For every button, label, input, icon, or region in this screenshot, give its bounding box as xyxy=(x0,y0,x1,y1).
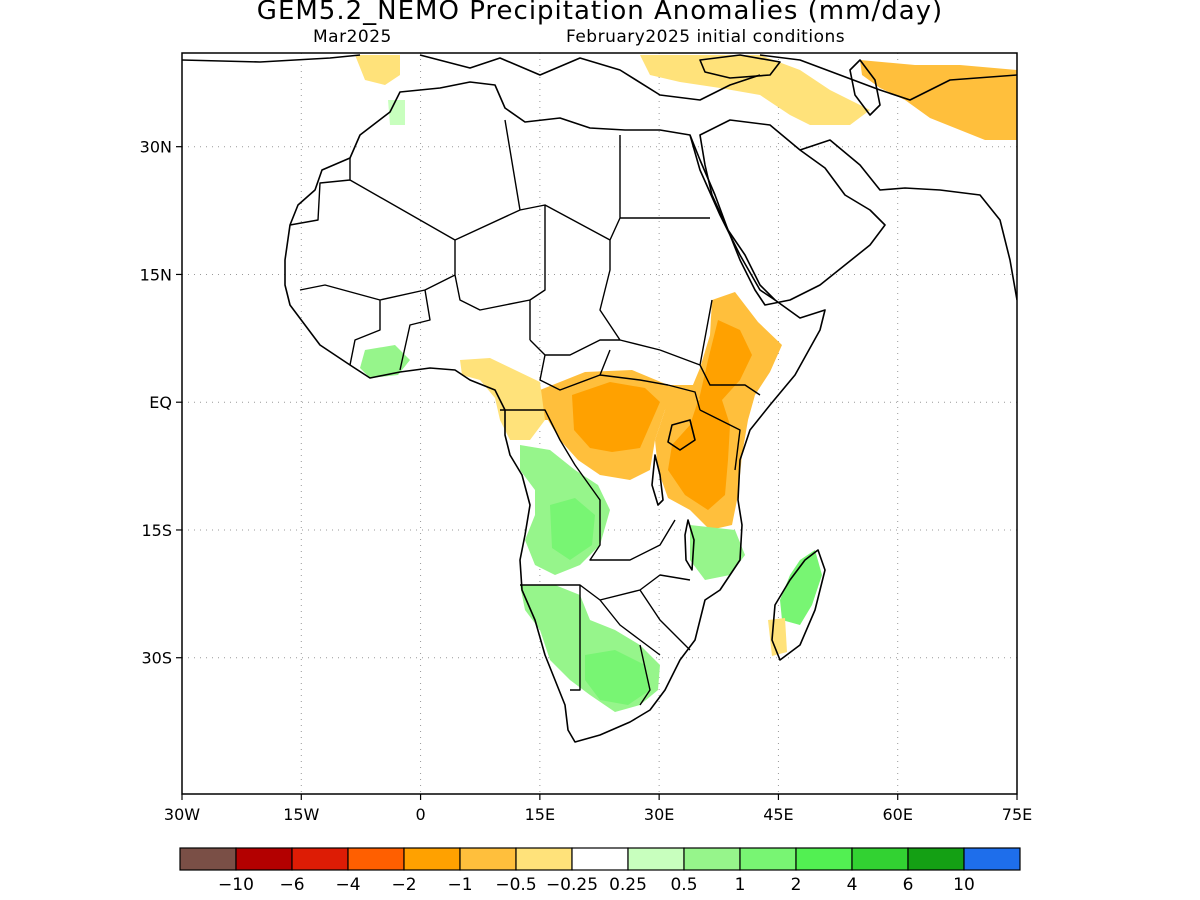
colorbar-label: −0.5 xyxy=(495,875,536,895)
y-axis: 30N 15N EQ 15S 30S xyxy=(140,138,182,668)
y-tick-label: 15N xyxy=(140,265,172,284)
persian-gulf-coast xyxy=(799,139,1017,301)
colorbar-swatch xyxy=(403,847,461,871)
madagascar-wet-region xyxy=(780,550,822,625)
y-tick-label: 30N xyxy=(140,138,172,157)
africa-coastline xyxy=(284,81,826,743)
x-tick-label: 75E xyxy=(1002,805,1032,824)
colorbar-swatch xyxy=(739,847,797,871)
angola-core-wet-region xyxy=(550,498,595,560)
colorbar-label: 6 xyxy=(903,875,914,895)
colorbar-swatch xyxy=(963,847,1021,871)
black-sea-coast xyxy=(699,54,781,79)
colorbar-label: 0.25 xyxy=(609,875,647,895)
country-borders xyxy=(289,119,761,706)
madagascar-coastline xyxy=(771,549,826,661)
y-tick-label: EQ xyxy=(149,393,172,412)
colorbar-swatch xyxy=(683,847,741,871)
x-tick-label: 60E xyxy=(882,805,912,824)
north-africa-dry-patch xyxy=(355,55,400,85)
colorbar-swatch xyxy=(795,847,853,871)
colorbar-swatch xyxy=(851,847,909,871)
colorbar-label: −10 xyxy=(218,875,254,895)
colorbar-label: −6 xyxy=(279,875,304,895)
colorbar-label: −4 xyxy=(335,875,360,895)
middle-east-dry-region xyxy=(640,55,870,125)
colorbar-swatch xyxy=(627,847,685,871)
lake-tanganyika xyxy=(651,454,664,506)
x-tick-label: 30E xyxy=(644,805,674,824)
colorbar-swatch xyxy=(907,847,965,871)
colorbar-swatch xyxy=(235,847,293,871)
red-sea-coast xyxy=(689,134,776,301)
colorbar-label: −2 xyxy=(391,875,416,895)
x-tick-label: 45E xyxy=(763,805,793,824)
colorbar-swatch xyxy=(347,847,405,871)
colorbar-swatch xyxy=(515,847,573,871)
x-tick-label: 15E xyxy=(525,805,555,824)
colorbar: −10 −6 −4 −2 −1 −0.5 −0.25 0.25 0.5 1 2 4 6 10 xyxy=(179,847,1021,895)
colorbar-swatch xyxy=(571,847,629,871)
mediterranean-north-coast xyxy=(182,54,1017,101)
arabia-coastline xyxy=(699,119,886,306)
congo-core-dry-region xyxy=(572,382,660,452)
y-tick-label: 15S xyxy=(141,521,172,540)
colorbar-label: −1 xyxy=(447,875,472,895)
forecast-month: Mar2025 xyxy=(313,27,392,47)
colorbar-label: −0.25 xyxy=(546,875,598,895)
initial-conditions: February2025 initial conditions xyxy=(566,27,846,47)
colorbar-label: 1 xyxy=(735,875,746,895)
colorbar-label: 10 xyxy=(953,875,975,895)
y-tick-label: 30S xyxy=(141,649,172,668)
gulf-guinea-dry-region xyxy=(460,358,545,440)
iran-dry-region xyxy=(860,60,1017,140)
caspian-coast xyxy=(849,59,881,116)
west-africa-wet-region xyxy=(360,345,410,378)
plot-frame xyxy=(181,52,1018,795)
x-axis: 30W 15W 0 15E 30E 45E 60E 75E xyxy=(164,794,1032,824)
lake-malawi xyxy=(684,519,695,571)
map-title: GEM5.2_NEMO Precipitation Anomalies (mm/… xyxy=(256,0,944,26)
colorbar-label: 0.5 xyxy=(670,875,697,895)
madagascar-dry-patch xyxy=(768,618,787,656)
anomaly-shading xyxy=(355,55,1017,712)
colorbar-swatch xyxy=(459,847,517,871)
southern-africa-core-wet-region xyxy=(585,650,650,705)
x-tick-label: 0 xyxy=(415,805,425,824)
colorbar-label: 2 xyxy=(791,875,802,895)
colorbar-label: 4 xyxy=(847,875,858,895)
colorbar-swatch xyxy=(291,847,349,871)
colorbar-swatch xyxy=(179,847,237,871)
coastlines-and-borders xyxy=(182,54,1017,743)
mozambique-wet-region xyxy=(690,525,745,580)
lake-victoria xyxy=(667,419,696,451)
x-tick-label: 30W xyxy=(164,805,200,824)
x-tick-label: 15W xyxy=(283,805,319,824)
